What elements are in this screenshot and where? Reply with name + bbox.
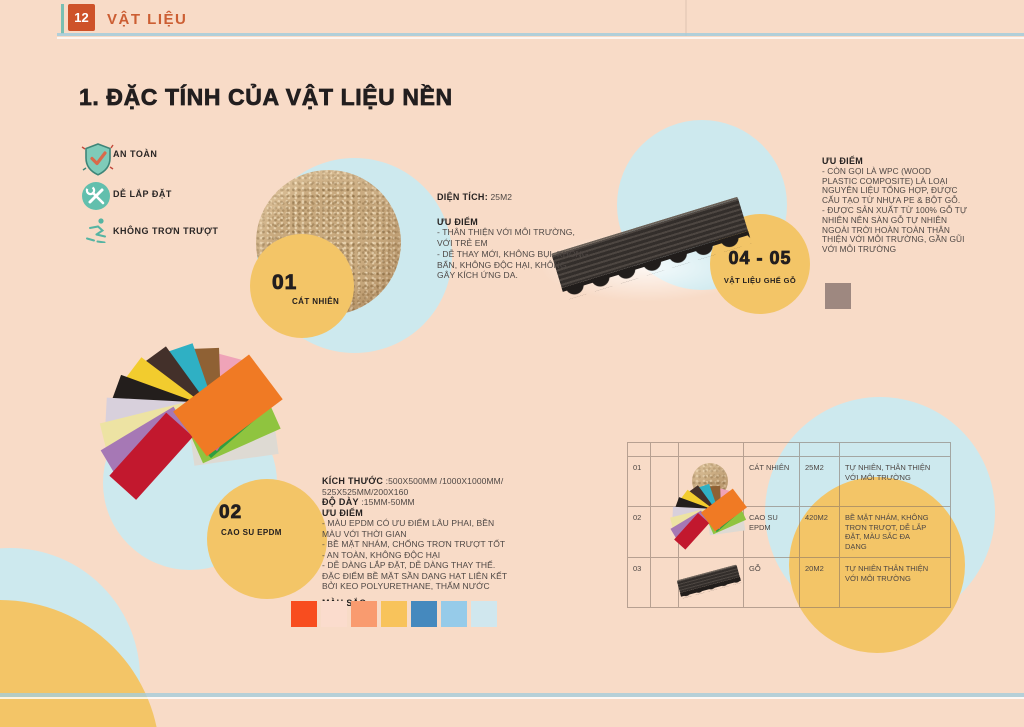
table-header-cell	[628, 443, 651, 457]
table-cell-name: GỖ	[744, 558, 800, 608]
epdm-fan-image	[99, 343, 283, 500]
table-cell-number: 03	[628, 558, 651, 608]
table-cell-spacer	[651, 558, 679, 608]
table-cell-number: 01	[628, 457, 651, 507]
sand-pros-text: - THÂN THIỆN VỚI MÔI TRƯỜNG, VỚI TRẺ EM …	[437, 227, 589, 281]
sand-area-value: 25M2	[490, 192, 513, 202]
decor-vertical-line	[685, 0, 687, 36]
table-cell-area: 420M2	[800, 507, 840, 558]
epdm-info-block: KÍCH THƯỚC :500X500MM /1000X1000MM/ 525X…	[322, 476, 522, 608]
table-wood-deck-image	[676, 560, 744, 604]
item-02-number: 02	[219, 502, 243, 524]
epdm-color-swatch	[471, 601, 497, 627]
epdm-size-label: KÍCH THƯỚC	[322, 476, 384, 486]
table-cell-name: CÁT NHIÊN	[744, 457, 800, 507]
table-cell-image	[679, 507, 744, 558]
page-number-badge: 12	[68, 4, 95, 31]
epdm-pros-text: - MÀU EPDM CÓ ƯU ĐIỂM LÂU PHAI, BỀN MÀU …	[322, 518, 508, 591]
table-cell-name: CAO SU EPDM	[744, 507, 800, 558]
item-02-name: CAO SU EPDM	[221, 528, 282, 537]
feature-label-safe: AN TOÀN	[113, 149, 158, 159]
item-0405-name: VẬT LIỆU GHẾ GỖ	[723, 276, 797, 285]
feature-label-easy-install: DỄ LẮP ĐẶT	[113, 189, 172, 199]
footer-rule	[0, 693, 1024, 697]
table-header-cell	[800, 443, 840, 457]
shield-check-icon	[81, 143, 114, 176]
sand-area-label: DIỆN TÍCH:	[437, 192, 488, 202]
section-title: VẬT LIỆU	[107, 11, 188, 28]
epdm-thickness-label: ĐỘ DÀY	[322, 497, 359, 507]
wood-info-block: ƯU ĐIỂM - CÒN GỌI LÀ WPC (WOOD PLASTIC C…	[822, 156, 1017, 255]
feature-label-non-slip: KHÔNG TRƠN TRƯỢT	[113, 226, 219, 236]
table-cell-description: TỰ NHIÊN THÂN THIỆN VỚI MÔI TRƯỜNG	[840, 558, 951, 608]
item-02-circle	[207, 479, 327, 599]
wood-color-swatch	[825, 283, 851, 309]
item-01-circle	[250, 234, 354, 338]
page-number: 12	[74, 10, 89, 25]
epdm-color-swatches	[291, 601, 497, 627]
epdm-pros-title: ƯU ĐIỂM	[322, 507, 364, 518]
epdm-color-swatch	[381, 601, 407, 627]
table-cell-image	[679, 558, 744, 608]
slip-warning-icon	[86, 218, 106, 243]
sand-area-line: DIỆN TÍCH: 25M2	[437, 192, 627, 203]
table-header-cell	[840, 443, 951, 457]
tools-icon	[82, 182, 110, 210]
epdm-color-swatch	[291, 601, 317, 627]
page-title: 1. ĐẶC TÍNH CỦA VẬT LIỆU NỀN	[79, 84, 453, 111]
epdm-size-value: :500X500MM /1000X1000MM/ 525X525MM/200X1…	[322, 476, 504, 497]
table-header-cell	[679, 443, 744, 457]
header-accent-line	[61, 4, 64, 34]
sand-info-block: DIỆN TÍCH: 25M2 ƯU ĐIỂM - THÂN THIỆN VỚI…	[437, 192, 627, 281]
table-cell-description: TỰ NHIÊN, THÂN THIỆN VỚI MÔI TRƯỜNG	[840, 457, 951, 507]
epdm-color-swatch	[441, 601, 467, 627]
header-rule-highlight	[57, 37, 1024, 39]
table-cell-description: BỀ MẶT NHÁM, KHÔNG TRƠN TRƯỢT, DỄ LẮP ĐẶ…	[840, 507, 951, 558]
wood-pros-text: - CÒN GỌI LÀ WPC (WOOD PLASTIC COMPOSITE…	[822, 165, 968, 255]
item-01-name: CÁT NHIÊN	[292, 297, 340, 306]
table-cell-area: 20M2	[800, 558, 840, 608]
sand-pros-title: ƯU ĐIỂM	[437, 216, 479, 227]
epdm-size-line: KÍCH THƯỚC :500X500MM /1000X1000MM/ 525X…	[322, 476, 522, 497]
epdm-color-swatch	[411, 601, 437, 627]
table-epdm-fan-image	[670, 483, 747, 550]
epdm-color-swatch	[321, 601, 347, 627]
epdm-thickness-value: :15MM-50MM	[361, 497, 415, 507]
item-01-number: 01	[272, 271, 298, 295]
item-0405-number: 04 - 05	[728, 248, 792, 269]
table-header-cell	[651, 443, 679, 457]
table-cell-spacer	[651, 457, 679, 507]
table-header-cell	[744, 443, 800, 457]
footer-rule-highlight	[0, 697, 1024, 699]
table-cell-number: 02	[628, 507, 651, 558]
epdm-color-swatch	[351, 601, 377, 627]
epdm-thickness-line: ĐỘ DÀY :15MM-50MM	[322, 497, 522, 508]
header-rule	[57, 33, 1024, 36]
materials-table: 01 CÁT NHIÊN 25M2 TỰ NHIÊN, THÂN THIỆN VỚI …	[627, 442, 951, 608]
wood-pros-title: ƯU ĐIỂM	[822, 156, 864, 166]
table-cell-area: 25M2	[800, 457, 840, 507]
